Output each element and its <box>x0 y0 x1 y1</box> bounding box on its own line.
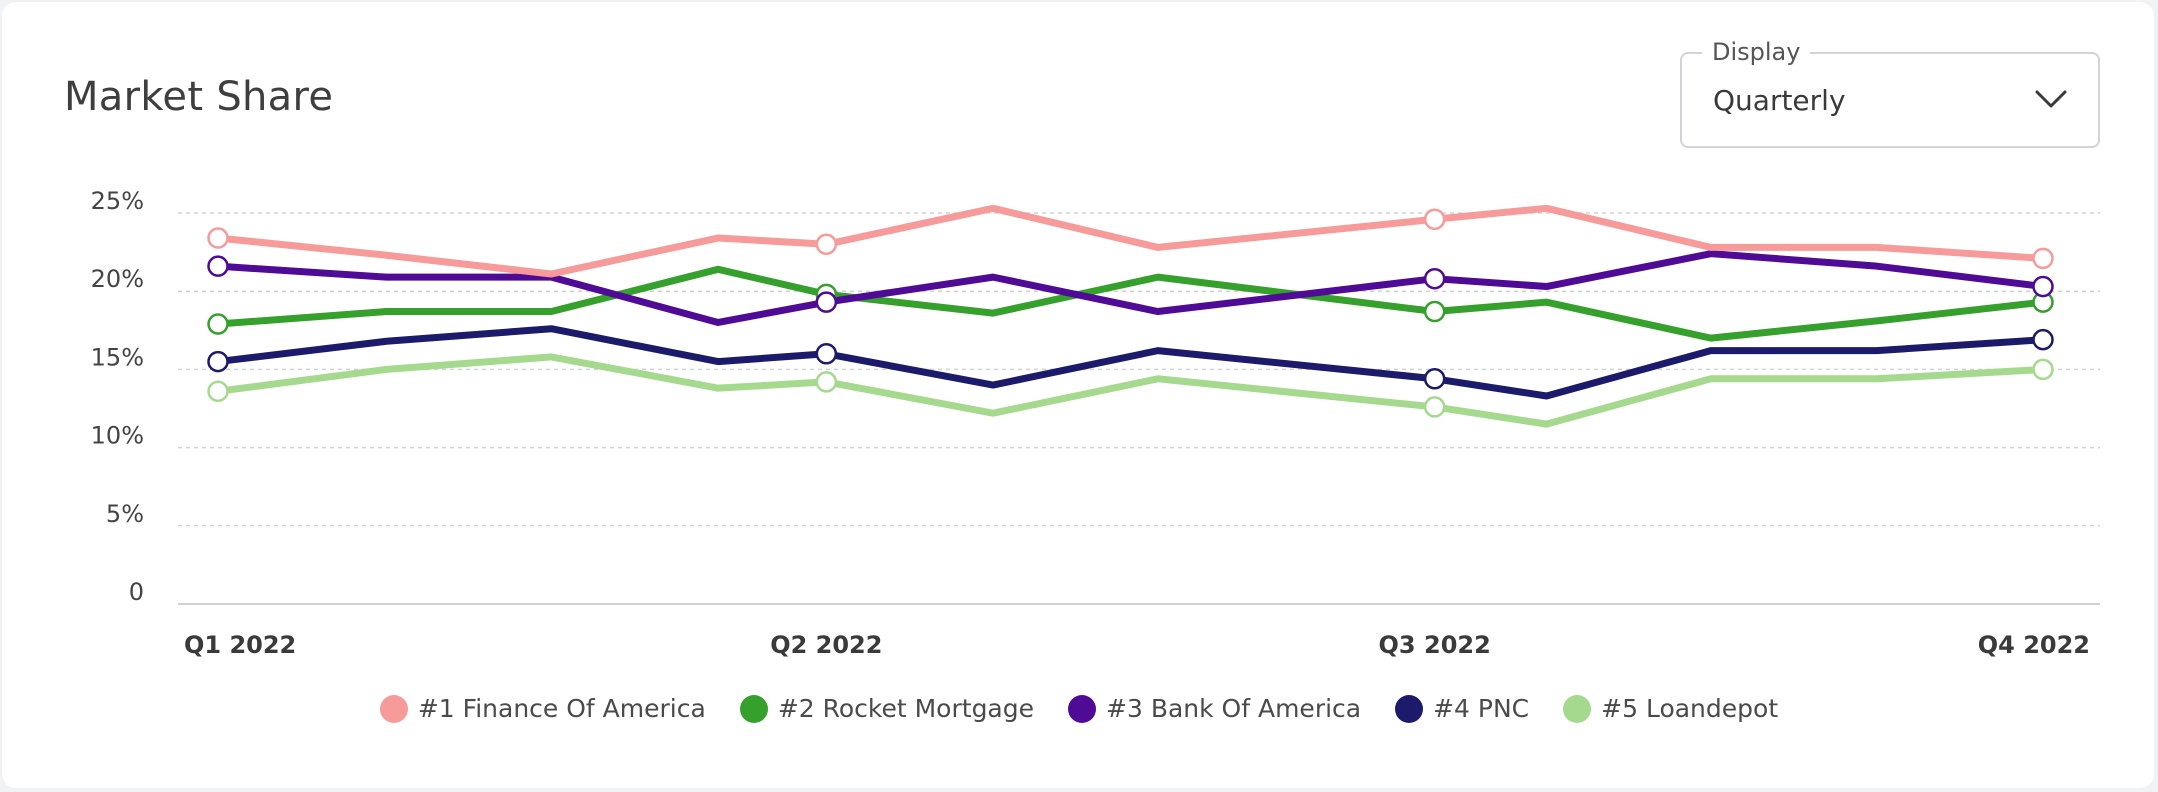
data-point <box>815 233 838 256</box>
legend-label: #5 Loandepot <box>1601 694 1779 723</box>
legend-swatch <box>1395 694 1424 723</box>
page-title: Market Share <box>64 74 334 120</box>
y-tick-label: 20% <box>91 265 144 293</box>
chart-legend: #1 Finance Of America #2 Rocket Mortgage #… <box>0 694 2158 723</box>
data-point <box>207 227 229 249</box>
data-point <box>1423 208 1446 231</box>
y-tick-label: 10% <box>91 422 144 450</box>
series-line <box>214 353 2047 428</box>
series-line <box>214 250 2047 326</box>
legend-item[interactable]: #2 Rocket Mortgage <box>739 694 1035 723</box>
y-tick-label: 5% <box>106 500 144 528</box>
legend-label: #3 Bank Of America <box>1106 694 1362 723</box>
x-tick-label: Q1 2022 <box>184 631 296 659</box>
data-point <box>1423 396 1446 418</box>
y-tick-label: 15% <box>91 343 144 371</box>
display-select-value: Quarterly <box>1713 84 1846 117</box>
data-point <box>207 350 229 373</box>
data-point <box>2032 247 2054 270</box>
data-point <box>207 313 229 335</box>
legend-swatch <box>1068 694 1097 723</box>
display-select-label: Display <box>1702 38 1811 66</box>
legend-label: #2 Rocket Mortgage <box>777 694 1035 723</box>
legend-item[interactable]: #5 Loandepot <box>1563 694 1778 723</box>
data-point <box>2032 328 2054 351</box>
series-line <box>214 325 2047 400</box>
legend-item[interactable]: #3 Bank Of America <box>1068 694 1361 723</box>
data-point <box>815 343 838 365</box>
legend-label: #4 PNC <box>1433 694 1530 723</box>
legend-swatch <box>739 694 768 723</box>
x-tick-label: Q2 2022 <box>770 631 882 659</box>
data-point <box>1423 300 1446 323</box>
series-line <box>214 204 2047 278</box>
data-point <box>815 371 838 393</box>
legend-item[interactable]: #1 Finance Of America <box>379 694 706 723</box>
data-point <box>207 255 229 277</box>
display-select[interactable]: Display Quarterly <box>1680 38 2100 148</box>
data-point <box>2032 275 2054 298</box>
legend-swatch <box>379 694 408 723</box>
data-point <box>2032 358 2054 381</box>
legend-item[interactable]: #4 PNC <box>1395 694 1529 723</box>
y-tick-label: 25% <box>91 187 144 215</box>
x-tick-label: Q3 2022 <box>1379 631 1491 659</box>
x-tick-label: Q4 2022 <box>1978 631 2090 659</box>
y-tick-label: 0 <box>129 578 144 606</box>
legend-swatch <box>1563 694 1592 723</box>
data-point <box>1423 368 1446 390</box>
chevron-down-icon <box>2035 90 2067 108</box>
data-point <box>207 380 229 403</box>
data-point <box>1423 267 1446 290</box>
data-point <box>815 291 838 313</box>
legend-label: #1 Finance Of America <box>417 694 706 723</box>
